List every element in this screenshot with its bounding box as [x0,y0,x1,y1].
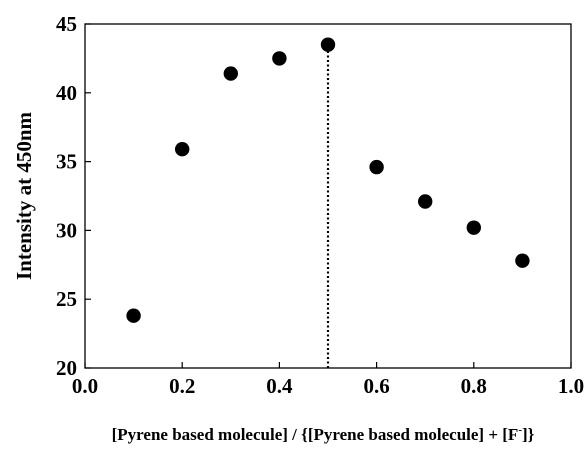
x-tick-label: 0.4 [266,374,293,398]
data-points [126,37,529,322]
y-axis-title: Intensity at 450nm [12,111,36,280]
data-point [418,194,432,208]
y-tick-label: 45 [56,12,77,36]
data-point [369,160,383,174]
y-tick-label: 40 [56,81,77,105]
data-point [224,66,238,80]
x-tick-label: 0.6 [363,374,389,398]
x-tick-label: 1.0 [558,374,584,398]
y-tick-label: 30 [56,218,77,242]
data-point [515,253,529,267]
y-tick-label: 35 [56,150,77,174]
y-tick-label: 20 [56,356,77,380]
data-point [272,51,286,65]
data-point [175,142,189,156]
data-point [321,37,335,51]
x-axis-title-closing: ]} [522,425,535,444]
data-point [467,220,481,234]
x-tick-label: 0.8 [461,374,487,398]
x-axis-title: [Pyrene based molecule] / {[Pyrene based… [112,424,535,444]
data-point [126,309,140,323]
x-axis-title-main: [Pyrene based molecule] / {[Pyrene based… [112,425,519,444]
y-tick-label: 25 [56,287,77,311]
x-tick-label: 0.2 [169,374,195,398]
